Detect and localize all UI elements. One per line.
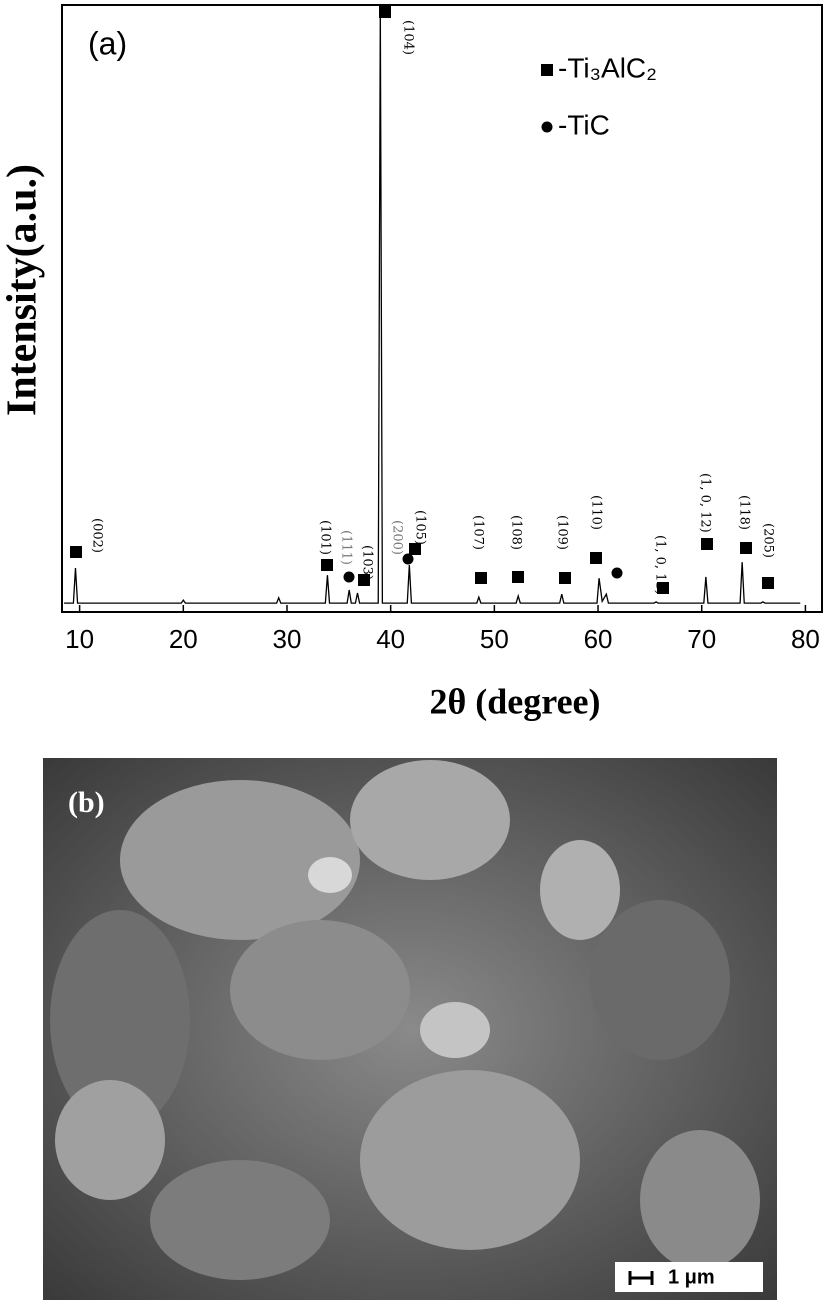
circle-marker bbox=[541, 121, 553, 133]
y-axis-label: Intensity(a.u.) bbox=[0, 164, 46, 416]
peak-label: (103) bbox=[360, 545, 375, 580]
peak-label: (205) bbox=[761, 523, 776, 558]
peak-label: (108) bbox=[509, 515, 524, 550]
circle-marker bbox=[611, 567, 623, 579]
panel-label: (a) bbox=[88, 25, 127, 61]
grain bbox=[120, 780, 360, 940]
peak-label: (200) bbox=[390, 520, 405, 555]
xrd-line bbox=[64, 10, 801, 604]
square-marker bbox=[590, 552, 602, 564]
grain bbox=[640, 1130, 760, 1270]
square-marker bbox=[475, 572, 487, 584]
x-axis-label: 2θ (degree) bbox=[429, 681, 600, 721]
circle-marker bbox=[343, 571, 355, 583]
peak-label: (118) bbox=[737, 495, 752, 530]
circle-marker bbox=[402, 553, 414, 565]
grain bbox=[420, 1002, 490, 1058]
x-tick-label: 20 bbox=[169, 624, 198, 654]
square-marker bbox=[559, 572, 571, 584]
square-marker bbox=[740, 542, 752, 554]
square-marker bbox=[657, 582, 669, 594]
square-marker bbox=[70, 546, 82, 558]
x-tick-label: 80 bbox=[791, 624, 820, 654]
scale-bar-label: 1 μm bbox=[668, 1266, 715, 1288]
x-tick-label: 10 bbox=[65, 624, 94, 654]
square-marker bbox=[701, 538, 713, 550]
peak-label: (109) bbox=[555, 515, 570, 550]
x-tick-label: 70 bbox=[687, 624, 716, 654]
grain bbox=[230, 920, 410, 1060]
square-marker bbox=[762, 577, 774, 589]
x-tick-label: 30 bbox=[273, 624, 302, 654]
grain bbox=[50, 910, 190, 1130]
square-marker bbox=[541, 64, 553, 76]
square-marker bbox=[512, 571, 524, 583]
peak-label: (002) bbox=[90, 518, 105, 553]
square-marker bbox=[409, 543, 421, 555]
peak-label: (110) bbox=[589, 495, 604, 530]
sem-image: 1 μm (b) bbox=[43, 758, 777, 1300]
square-marker bbox=[321, 559, 333, 571]
peak-label: (107) bbox=[471, 515, 486, 550]
grain bbox=[350, 760, 510, 880]
x-tick-label: 60 bbox=[584, 624, 613, 654]
grain bbox=[55, 1080, 165, 1200]
peak-label: (105) bbox=[413, 510, 428, 545]
legend-label: -TiC bbox=[558, 109, 610, 140]
grain bbox=[150, 1160, 330, 1280]
legend-label: -Ti₃AlC₂ bbox=[558, 52, 657, 83]
grain bbox=[590, 900, 730, 1060]
peak-label: (1, 0, 11) bbox=[653, 535, 668, 595]
peak-label: (111) bbox=[339, 530, 354, 565]
x-tick-label: 50 bbox=[480, 624, 509, 654]
grain bbox=[540, 840, 620, 940]
scale-bar bbox=[628, 1271, 654, 1285]
peak-label: (104) bbox=[401, 20, 416, 55]
square-marker bbox=[379, 6, 391, 18]
grain bbox=[308, 857, 352, 893]
x-tick-label: 40 bbox=[376, 624, 405, 654]
plot-frame bbox=[61, 4, 823, 613]
grain bbox=[360, 1070, 580, 1250]
panel-label: (b) bbox=[68, 786, 105, 819]
square-marker bbox=[358, 574, 370, 586]
peak-label: (101) bbox=[318, 520, 333, 555]
peak-label: (1, 0, 12) bbox=[698, 473, 713, 533]
